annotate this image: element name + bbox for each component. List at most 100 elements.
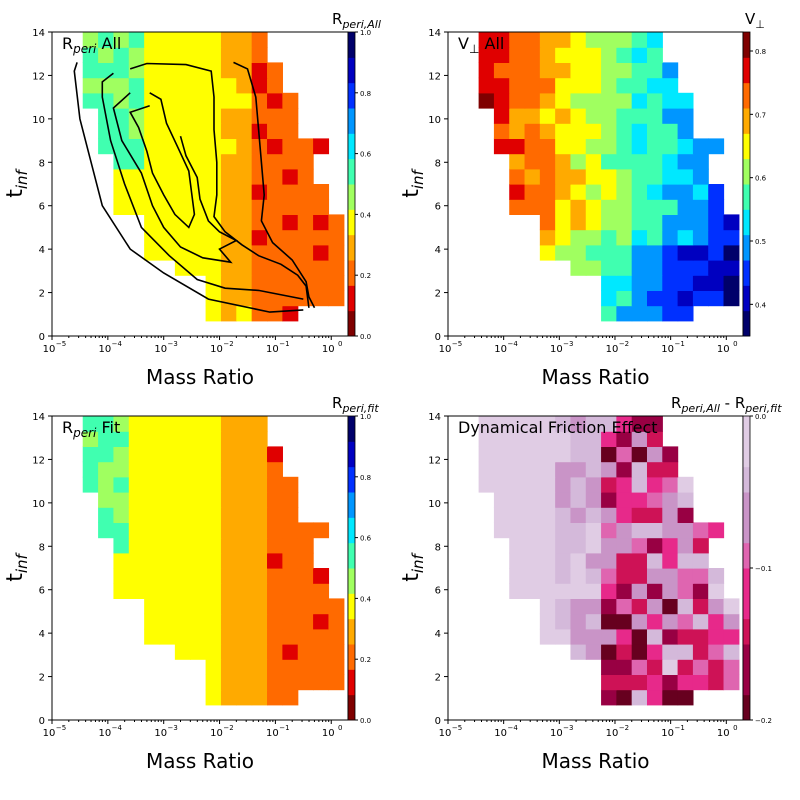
heatmap-cell	[313, 244, 330, 261]
heatmap-cell	[708, 214, 725, 231]
x-tick-label: 10	[550, 728, 563, 739]
heatmap-cell	[585, 229, 602, 246]
heatmap-cell	[144, 492, 161, 508]
heatmap-cell	[662, 461, 679, 478]
heatmap-cell	[144, 108, 161, 124]
heatmap-cell	[236, 214, 253, 231]
heatmap-cell	[662, 674, 679, 691]
x-tick-label: 10	[266, 728, 279, 739]
heatmap-cell	[144, 416, 161, 432]
heatmap-cell	[509, 153, 526, 170]
heatmap-cell	[585, 168, 602, 185]
heatmap-cell	[585, 628, 602, 645]
colorbar-step	[348, 260, 355, 286]
heatmap-cell	[555, 77, 572, 94]
heatmap-cell	[220, 184, 237, 200]
heatmap-cell	[509, 568, 526, 584]
heatmap-cell	[82, 62, 99, 79]
heatmap-cell	[616, 598, 633, 615]
heatmap-cell	[509, 583, 526, 599]
heatmap-cell	[601, 32, 617, 48]
heatmap-cell	[585, 492, 602, 508]
heatmap-cell	[631, 613, 648, 630]
colorbar-step	[743, 133, 750, 160]
heatmap-cell	[616, 229, 633, 246]
colorbar-step	[743, 542, 750, 569]
heatmap-cell	[251, 32, 268, 48]
colorbar-label: V⊥	[745, 10, 765, 31]
heatmap-cell	[662, 476, 679, 493]
heatmap-cell	[82, 47, 99, 63]
heatmap-cell	[251, 476, 268, 493]
heatmap-cell	[631, 92, 648, 109]
heatmap-cell	[539, 199, 556, 215]
heatmap-cell	[251, 260, 268, 276]
x-tick-label: 10	[606, 728, 619, 739]
heatmap-cell	[220, 613, 237, 630]
y-tick-label: 0	[39, 332, 45, 343]
x-tick-exponent: −2	[619, 340, 629, 348]
heatmap-cell	[159, 628, 176, 645]
heatmap-cell	[267, 62, 283, 79]
heatmap-cell	[493, 431, 510, 447]
heatmap-cell	[267, 138, 283, 155]
heatmap-cell	[692, 674, 709, 691]
heatmap-cell	[646, 168, 663, 185]
x-tick-exponent: −4	[112, 724, 123, 732]
y-axis-label-main: t	[399, 189, 424, 198]
heatmap-cell	[555, 568, 572, 584]
heatmap-cell	[570, 32, 587, 48]
heatmap-cell	[585, 583, 602, 599]
heatmap-cell	[128, 507, 145, 523]
heatmap-cell	[190, 522, 207, 539]
heatmap-cell	[524, 461, 541, 478]
colorbar-label-main: R	[332, 10, 342, 28]
colorbar-tick-label: 0.6	[360, 535, 372, 543]
heatmap-cell	[251, 47, 268, 63]
heatmap-cell	[251, 77, 268, 94]
heatmap-cell	[236, 108, 253, 124]
colorbar-step	[348, 618, 355, 645]
heatmap-cell	[555, 199, 572, 215]
heatmap-cell	[539, 153, 556, 170]
heatmap-cell	[524, 77, 541, 94]
heatmap-cell	[555, 32, 572, 48]
heatmap-cell	[174, 92, 191, 109]
heatmap-cell	[98, 461, 115, 478]
x-tick-label: 10	[494, 728, 507, 739]
heatmap-cell	[646, 244, 663, 261]
heatmap-cell	[616, 153, 633, 170]
contour-line	[112, 92, 239, 264]
heatmap-cell	[82, 77, 99, 94]
heatmap-cell	[677, 583, 694, 599]
heatmap-cell	[159, 492, 176, 508]
heatmap-cell	[205, 659, 222, 675]
colorbar-step	[348, 158, 355, 185]
heatmap-cell	[205, 77, 222, 94]
heatmap-cell	[144, 446, 161, 463]
x-tick-exponent: −5	[56, 724, 66, 732]
colorbar-label-mid: - R	[720, 394, 745, 412]
heatmap-cell	[297, 260, 314, 276]
heatmap-cell	[297, 613, 314, 630]
heatmap-cell	[174, 123, 191, 139]
y-tick-label: 4	[435, 245, 441, 256]
heatmap-cell	[328, 674, 345, 691]
heatmap-cell	[313, 674, 330, 691]
heatmap-cell	[251, 290, 268, 307]
heatmap-cell	[236, 537, 253, 554]
heatmap-cell	[555, 522, 572, 539]
heatmap-cell	[677, 659, 694, 675]
heatmap-cell	[570, 184, 587, 200]
heatmap-cell	[601, 613, 617, 630]
heatmap-cell	[524, 507, 541, 523]
heatmap-cell	[113, 476, 130, 493]
heatmap-cell	[236, 492, 253, 508]
panel-title: Rperi Fit	[62, 418, 120, 440]
heatmap-cell	[328, 644, 345, 660]
heatmap-cell	[282, 492, 299, 508]
heatmap-cell	[601, 568, 617, 584]
heatmap-cell	[524, 168, 541, 185]
heatmap-cell	[555, 476, 572, 493]
